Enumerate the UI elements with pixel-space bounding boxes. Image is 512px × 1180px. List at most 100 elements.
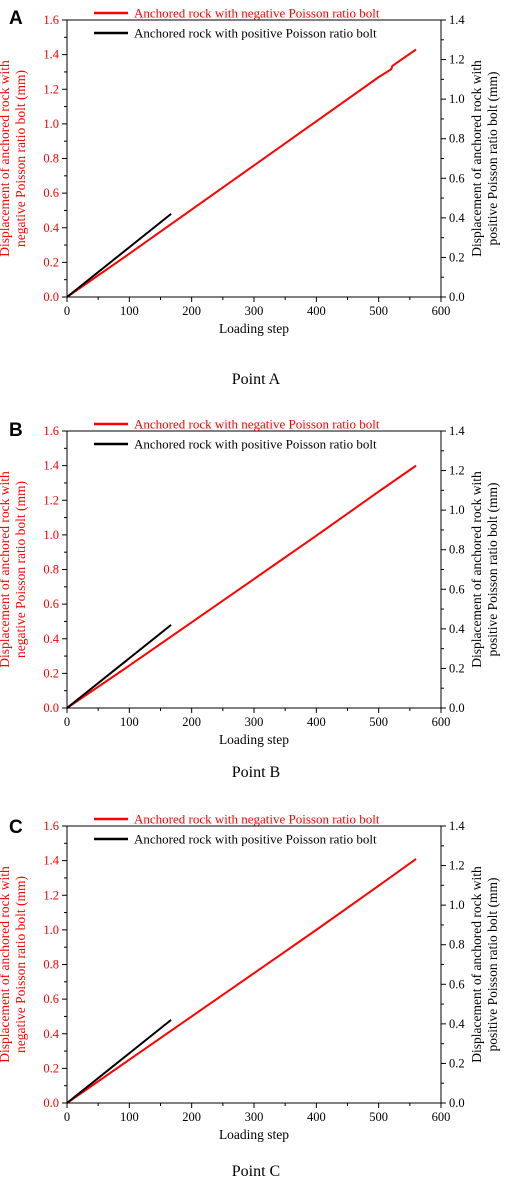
panel-label: A (9, 8, 23, 29)
y-left-tick-label: 1.0 (43, 528, 59, 542)
x-tick-label: 300 (245, 304, 264, 318)
y-left-tick-label: 0.2 (43, 666, 59, 680)
y-right-tick-label: 1.2 (449, 464, 465, 478)
y-left-tick-label: 0.8 (43, 152, 59, 166)
plot-frame (66, 430, 442, 709)
y-left-tick-label: 0.6 (43, 992, 59, 1006)
panel-caption: Point B (232, 764, 280, 781)
x-tick-label: 600 (432, 715, 451, 729)
panel-caption: Point C (232, 1163, 280, 1180)
y-left-tick-label: 0.2 (43, 255, 59, 269)
y-left-axis-title: Displacement of anchored rock withnegati… (0, 60, 28, 257)
x-tick-label: 600 (432, 1110, 451, 1124)
y-left-tick-label: 1.0 (43, 117, 59, 131)
x-tick-label: 500 (369, 715, 388, 729)
y-left-tick-label: 1.6 (43, 13, 59, 27)
legend-label: Anchored rock with positive Poisson rati… (134, 437, 377, 452)
series-line-negative (66, 464, 417, 709)
y-left-axis-title-line: Displacement of anchored rock with (0, 60, 12, 257)
y-left-tick-label: 0.2 (43, 1061, 59, 1075)
x-tick-label: 200 (182, 715, 201, 729)
x-tick-label: 300 (245, 715, 264, 729)
y-right-axis-title: Displacement of anchored rock withpositi… (469, 60, 500, 257)
panel-caption: Point A (232, 371, 281, 388)
y-right-tick-label: 1.0 (449, 92, 465, 106)
y-right-tick-label: 1.2 (449, 859, 465, 873)
y-left-tick-label: 0.8 (43, 563, 59, 577)
y-left-tick-label: 1.2 (43, 82, 59, 96)
y-left-axis-title-line: Displacement of anchored rock with (0, 866, 12, 1063)
x-tick-label: 500 (369, 1110, 388, 1124)
x-tick-label: 400 (307, 1110, 326, 1124)
x-tick-label: 0 (64, 715, 70, 729)
y-left-tick-label: 0.4 (43, 632, 59, 646)
y-left-tick-label: 1.2 (43, 493, 59, 507)
y-left-axis-title-line: Displacement of anchored rock with (0, 471, 12, 668)
x-tick-label: 100 (120, 1110, 139, 1124)
y-left-tick-label: 0.6 (43, 597, 59, 611)
y-left-tick-label: 0.6 (43, 186, 59, 200)
y-right-tick-label: 0.2 (449, 250, 465, 264)
legend-label: Anchored rock with negative Poisson rati… (134, 812, 380, 827)
y-left-tick-label: 0.0 (43, 290, 59, 304)
y-left-tick-label: 1.2 (43, 888, 59, 902)
y-left-tick-label: 0.0 (43, 1096, 59, 1110)
x-tick-label: 0 (64, 304, 70, 318)
y-left-tick-label: 0.0 (43, 701, 59, 715)
y-left-tick-label: 1.4 (43, 854, 59, 868)
y-left-axis-title-line: negative Poisson ratio bolt (mm) (13, 876, 28, 1053)
y-right-axis-title-line: Displacement of anchored rock with (469, 60, 484, 257)
legend-label: Anchored rock with positive Poisson rati… (134, 26, 377, 41)
y-right-tick-label: 1.0 (449, 503, 465, 517)
y-right-tick-label: 0.6 (449, 171, 465, 185)
y-left-axis-title-line: negative Poisson ratio bolt (mm) (13, 70, 28, 247)
y-left-tick-label: 0.4 (43, 221, 59, 235)
y-left-tick-label: 1.6 (43, 424, 59, 438)
series-line-positive (66, 624, 172, 709)
y-right-tick-label: 1.4 (449, 819, 465, 833)
series-line-negative (66, 858, 417, 1104)
y-right-tick-label: 1.4 (449, 13, 465, 27)
y-right-tick-label: 0.2 (449, 661, 465, 675)
x-axis-title: Loading step (219, 732, 289, 747)
chart-panel-c: C 0 100 200 300 400 500 600 Loading step 0.0 0.2 0.… (0, 812, 500, 1180)
y-right-axis-title-line: positive Poisson ratio bolt (mm) (485, 878, 500, 1052)
x-tick-label: 300 (245, 1110, 264, 1124)
y-right-tick-label: 0.0 (449, 1096, 465, 1110)
y-left-axis-title: Displacement of anchored rock withnegati… (0, 866, 28, 1063)
x-tick-label: 600 (432, 304, 451, 318)
x-tick-label: 500 (369, 304, 388, 318)
x-tick-label: 200 (182, 304, 201, 318)
y-right-tick-label: 0.6 (449, 582, 465, 596)
y-right-axis-title: Displacement of anchored rock withpositi… (469, 471, 500, 668)
x-tick-label: 100 (120, 304, 139, 318)
series-line-negative (66, 48, 417, 298)
y-right-tick-label: 0.0 (449, 290, 465, 304)
y-left-tick-label: 0.8 (43, 958, 59, 972)
legend-label: Anchored rock with negative Poisson rati… (134, 417, 380, 432)
y-right-tick-label: 1.0 (449, 898, 465, 912)
y-right-tick-label: 0.8 (449, 543, 465, 557)
legend-label: Anchored rock with positive Poisson rati… (134, 832, 377, 847)
x-axis-title: Loading step (219, 321, 289, 336)
x-tick-label: 400 (307, 304, 326, 318)
y-right-axis-title-line: Displacement of anchored rock with (469, 471, 484, 668)
y-right-tick-label: 1.4 (449, 424, 465, 438)
chart-panel-a: A 0 100 200 300 400 500 600 Loading step 0.0 0.2 0.… (0, 6, 500, 389)
x-tick-label: 200 (182, 1110, 201, 1124)
y-left-tick-label: 1.4 (43, 459, 59, 473)
x-tick-label: 100 (120, 715, 139, 729)
series-line-positive (66, 213, 172, 298)
y-right-tick-label: 0.4 (449, 1017, 465, 1031)
x-tick-label: 0 (64, 1110, 70, 1124)
y-right-tick-label: 0.4 (449, 622, 465, 636)
y-right-axis-title-line: Displacement of anchored rock with (469, 866, 484, 1063)
y-left-tick-label: 1.0 (43, 923, 59, 937)
y-right-axis-title-line: positive Poisson ratio bolt (mm) (485, 72, 500, 246)
y-right-tick-label: 0.8 (449, 132, 465, 146)
y-left-tick-label: 1.6 (43, 819, 59, 833)
chart-panel-b: B 0 100 200 300 400 500 600 Loading step 0.0 0.2 0.… (0, 417, 500, 782)
y-right-axis-title: Displacement of anchored rock withpositi… (469, 866, 500, 1063)
plot-frame (66, 19, 442, 298)
